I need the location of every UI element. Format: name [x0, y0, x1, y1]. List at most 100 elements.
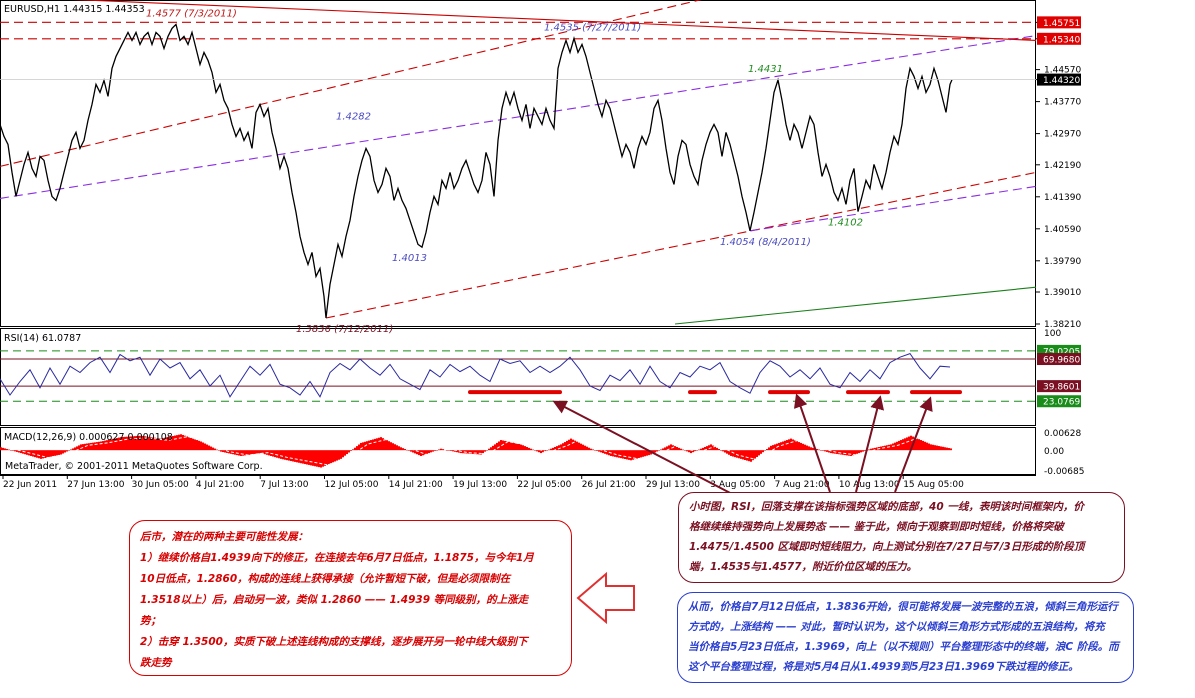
rsi-series — [0, 350, 1036, 402]
macd-bar — [136, 435, 138, 451]
macd-bar — [188, 437, 190, 451]
macd-bar — [94, 442, 96, 451]
macd-bar — [154, 437, 156, 451]
macd-bar — [474, 450, 476, 455]
macd-bar — [540, 450, 542, 454]
macd-bar — [506, 441, 508, 451]
macd-bar — [536, 450, 538, 452]
x-axis-label: 30 Jun 05:00 — [132, 480, 189, 490]
macd-bar — [226, 450, 228, 453]
macd-bar — [820, 450, 822, 451]
macd-bar — [368, 440, 370, 451]
rsi-y-tick-label: 100 — [1044, 329, 1061, 339]
macd-bar — [318, 450, 320, 468]
macd-bar — [46, 450, 48, 458]
macd-bar — [512, 442, 514, 451]
macd-bar — [402, 448, 404, 451]
note-line: 小时图，RSI，回落支撑在该指标强势区域的底部，40 一线，表明该时间框架内，价 — [689, 501, 1084, 513]
macd-bar — [72, 448, 74, 451]
macd-bar — [800, 442, 802, 451]
macd-bar — [696, 450, 698, 451]
macd-bar — [816, 449, 818, 451]
macd-bar — [614, 450, 616, 457]
macd-bar — [42, 450, 44, 459]
macd-bar — [826, 450, 828, 452]
macd-bar — [944, 447, 946, 451]
price-y-tick-label: 1.41390 — [1044, 193, 1081, 203]
macd-bar — [56, 450, 58, 456]
price-y-tick-label: 1.44570 — [1044, 66, 1081, 76]
annotation-label: 1.4054 (8/4/2011) — [720, 237, 811, 248]
price-marker-box — [1037, 16, 1081, 29]
macd-bar — [470, 450, 472, 454]
note-line: 当价格自5月23日低点，1.3969，向上（以不规则）平台整理形态中的终端，浪C… — [688, 641, 1119, 653]
macd-bar — [858, 450, 860, 454]
macd-bar — [492, 445, 494, 451]
macd-bar — [844, 450, 846, 456]
rsi-y-tick-label: 39.8601 — [1043, 383, 1080, 393]
macd-bar — [626, 450, 628, 460]
macd-y-tick-label: 0.00 — [1044, 447, 1064, 457]
macd-bar — [204, 443, 206, 451]
price-trend-lines — [0, 0, 1037, 325]
macd-bar — [756, 450, 758, 457]
macd-bar — [576, 441, 578, 451]
macd-bar — [376, 438, 378, 451]
macd-bar — [148, 436, 150, 451]
macd-bar — [400, 447, 402, 451]
macd-bar — [302, 450, 304, 464]
rsi-y-tick-label: 69.9680 — [1043, 356, 1080, 366]
macd-bar — [566, 440, 568, 451]
macd-bar — [488, 448, 490, 451]
trend-line-purple-dashed-midline — [0, 35, 1037, 199]
macd-bar — [916, 438, 918, 451]
macd-bar — [874, 447, 876, 451]
price-panel-title: EURUSD,H1 1.44315 1.44353 — [4, 4, 145, 15]
macd-bar — [208, 445, 210, 451]
macd-bar — [766, 449, 768, 451]
macd-bar — [510, 442, 512, 451]
macd-bar — [578, 442, 580, 451]
note-line: 1.3518以上）后，启动另一波，类似 1.2860 —— 1.4939 等同级… — [140, 594, 529, 606]
macd-bar — [726, 450, 728, 454]
macd-bar — [300, 450, 302, 464]
macd-bar — [10, 450, 12, 451]
macd-bar — [386, 440, 388, 451]
macd-bar — [734, 450, 736, 458]
macd-bar — [570, 438, 572, 451]
macd-bar — [616, 450, 618, 458]
macd-bar — [638, 450, 640, 458]
macd-bar — [860, 450, 862, 453]
macd-bar — [918, 439, 920, 451]
macd-bar — [274, 450, 276, 458]
macd-bar — [54, 450, 56, 456]
macd-bar — [716, 447, 718, 451]
rsi-level-box — [1037, 353, 1081, 366]
macd-bar — [852, 450, 854, 456]
macd-bar — [854, 450, 856, 455]
macd-bar — [328, 450, 330, 465]
macd-bar — [480, 450, 482, 455]
macd-bar — [166, 437, 168, 451]
macd-bar — [22, 450, 24, 454]
macd-bar — [84, 443, 86, 451]
macd-bar — [674, 446, 676, 451]
macd-bar — [350, 450, 352, 451]
price-marker-box — [1037, 73, 1081, 86]
note-line: 格继续维持强势向上发展势态 —— 鉴于此，倾向于观察到即时短线，价格将突破 — [689, 521, 1064, 533]
macd-bar — [138, 435, 140, 451]
macd-bar — [190, 437, 192, 451]
macd-bar — [824, 450, 826, 452]
macd-bar — [628, 450, 630, 460]
macd-bar — [594, 450, 596, 451]
trend-line-red-dashed-lower-channel — [325, 171, 1037, 319]
macd-bar — [910, 435, 912, 451]
macd-bar — [922, 440, 924, 451]
macd-bar — [310, 450, 312, 466]
macd-bar — [116, 438, 118, 451]
macd-bar — [172, 435, 174, 451]
macd-bar — [556, 446, 558, 451]
macd-bar — [360, 442, 362, 451]
price-panel-frame — [0, 0, 1036, 327]
macd-bar — [554, 446, 556, 451]
